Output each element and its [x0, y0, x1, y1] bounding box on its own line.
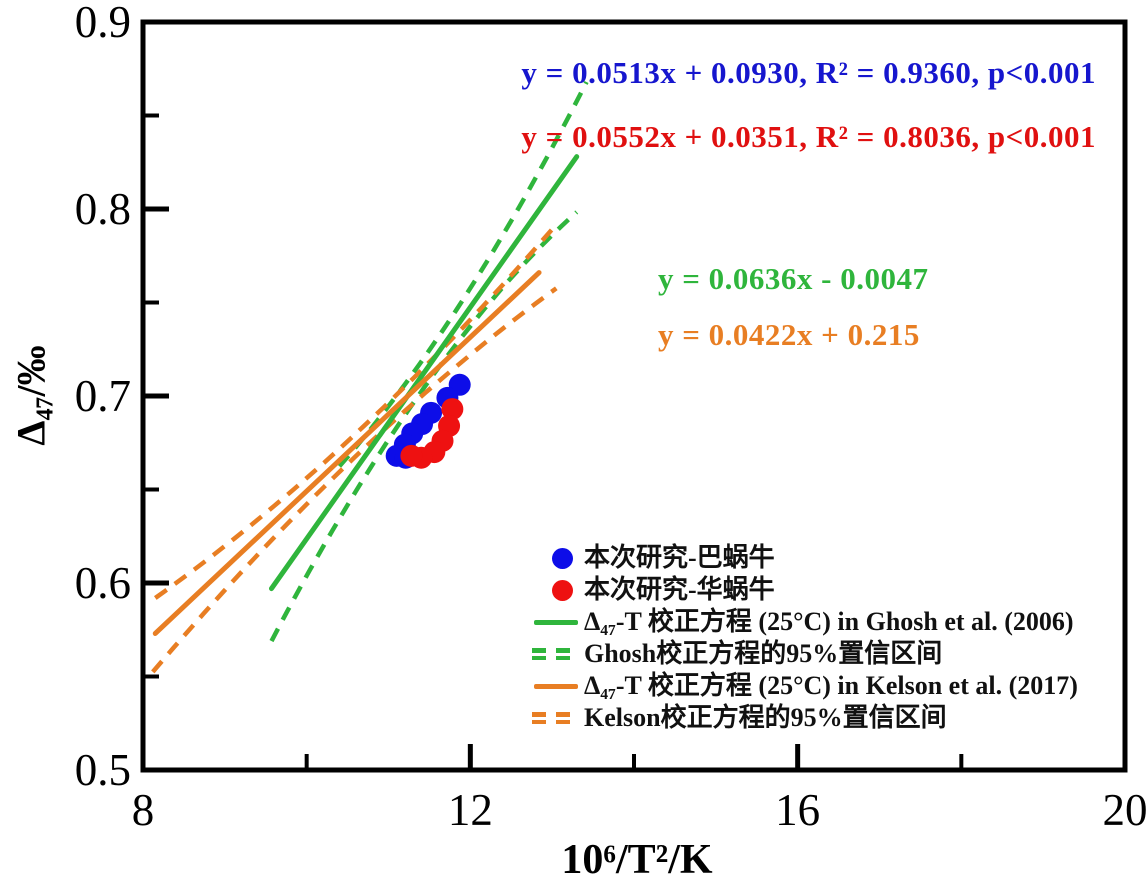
y-tick-label: 0.5 [75, 745, 131, 795]
legend-item: 本次研究-华蜗牛 [528, 574, 1078, 606]
dot-marker-icon [552, 547, 573, 569]
legend-solid-line-icon [528, 619, 584, 625]
solid-line-icon [534, 683, 578, 689]
legend-item: Δ₄₇-T 校正方程 (25°C) in Kelson et al. (2017… [528, 670, 1078, 702]
legend-item: Kelson校正方程的95%置信区间 [528, 702, 1078, 734]
x-tick-label: 12 [448, 785, 493, 835]
regression-line-2 [268, 154, 580, 592]
regression-equation-orange: y = 0.0422x + 0.215 [658, 317, 920, 352]
legend-dot-marker-icon [528, 579, 584, 601]
data-point [441, 398, 464, 421]
y-axis-label: Δ₄₇/‰ [8, 345, 54, 446]
data-point [400, 444, 423, 467]
regression-line-4 [152, 270, 542, 636]
ci-curve-lower-5 [151, 286, 558, 674]
ci-curve-upper-5 [153, 227, 554, 600]
legend-item: Ghosh校正方程的95%置信区间 [528, 638, 1078, 670]
legend-dashed-line-icon [528, 648, 584, 660]
x-tick-label: 16 [775, 785, 820, 835]
x-tick-label: 8 [132, 785, 155, 835]
dot-marker-icon [552, 579, 573, 601]
regression-equation-red: y = 0.0552x + 0.0351, R² = 0.8036, p<0.0… [521, 119, 1096, 154]
legend-item-label: Ghosh校正方程的95%置信区间 [584, 639, 943, 668]
legend-dashed-line-icon [528, 712, 584, 724]
regression-equation-blue: y = 0.0513x + 0.0930, R² = 0.9360, p<0.0… [521, 55, 1096, 90]
legend-item: 本次研究-巴蜗牛 [528, 542, 1078, 574]
y-tick-label: 0.6 [75, 558, 131, 608]
legend-item-label: Δ₄₇-T 校正方程 (25°C) in Ghosh et al. (2006) [584, 607, 1074, 636]
regression-equation-green: y = 0.0636x - 0.0047 [658, 261, 929, 296]
y-tick-label: 0.7 [75, 371, 131, 421]
ci-curve-upper-3 [337, 80, 589, 468]
legend-item-label: 本次研究-华蜗牛 [584, 575, 775, 604]
x-axis-label: 10⁶/T²/K [561, 837, 713, 883]
solid-line-icon [534, 619, 578, 625]
ci-curve-lower-3 [269, 210, 579, 643]
y-tick-label: 0.9 [75, 0, 131, 47]
legend-dot-marker-icon [528, 547, 584, 569]
legend-solid-line-icon [528, 683, 584, 689]
x-tick-label: 20 [1103, 785, 1148, 835]
legend: 本次研究-巴蜗牛 本次研究-华蜗牛 Δ₄₇-T 校正方程 (25°C) in Gho… [528, 542, 1078, 734]
y-tick-label: 0.8 [75, 184, 131, 234]
dashed-line-icon [532, 712, 572, 724]
legend-item-label: 本次研究-巴蜗牛 [584, 543, 775, 572]
legend-item: Δ₄₇-T 校正方程 (25°C) in Ghosh et al. (2006) [528, 606, 1078, 638]
legend-item-label: Δ₄₇-T 校正方程 (25°C) in Kelson et al. (2017… [584, 671, 1078, 700]
legend-item-label: Kelson校正方程的95%置信区间 [584, 703, 947, 732]
dashed-line-icon [532, 648, 572, 660]
